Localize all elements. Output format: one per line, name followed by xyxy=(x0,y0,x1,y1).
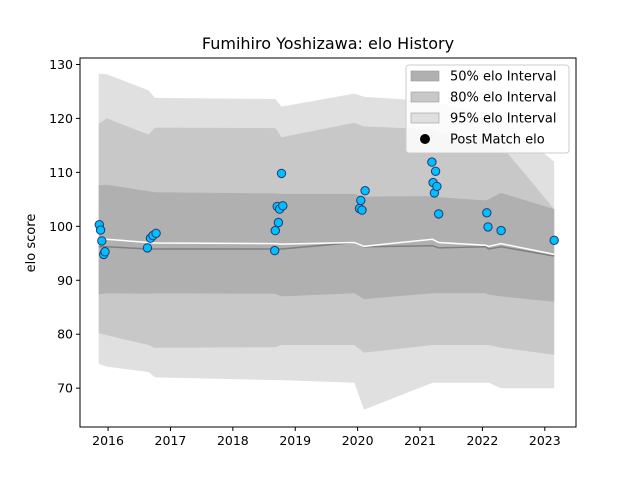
legend-swatch xyxy=(410,70,440,82)
post-match-elo-point xyxy=(482,208,492,218)
post-match-elo-point xyxy=(356,195,366,206)
y-tick-label: 90 xyxy=(57,273,73,288)
post-match-elo-point xyxy=(434,209,444,219)
legend-swatch xyxy=(410,91,440,103)
y-tick-label: 120 xyxy=(49,111,73,126)
post-match-elo-point xyxy=(549,235,559,246)
x-tick-label: 2017 xyxy=(155,433,187,448)
x-axis: 2016 2017 2018 2019 2020 2021 2022 2023 xyxy=(92,427,561,448)
y-axis-label: elo score xyxy=(24,214,39,273)
post-match-elo-point xyxy=(95,225,106,235)
plot-area xyxy=(94,73,559,410)
y-tick-label: 110 xyxy=(49,165,73,180)
post-match-elo-point xyxy=(360,186,370,196)
legend-label: 80% elo Interval xyxy=(450,91,557,106)
post-match-elo-point xyxy=(432,181,442,192)
x-tick-label: 2021 xyxy=(404,433,436,448)
post-match-elo-point xyxy=(496,225,506,236)
legend-label: 95% elo Interval xyxy=(450,112,557,127)
post-match-elo-point xyxy=(483,222,493,232)
post-match-elo-point xyxy=(430,166,441,177)
post-match-elo-point xyxy=(270,245,280,256)
x-tick-label: 2023 xyxy=(529,433,561,448)
post-match-elo-point xyxy=(276,168,287,179)
post-match-elo-point xyxy=(273,217,284,228)
post-match-elo-point xyxy=(357,205,367,215)
post-match-elo-point xyxy=(97,236,107,246)
x-tick-label: 2016 xyxy=(92,433,124,448)
y-tick-label: 130 xyxy=(49,57,73,72)
y-tick-label: 70 xyxy=(57,381,73,396)
x-tick-label: 2019 xyxy=(279,433,311,448)
legend-swatch xyxy=(410,112,440,124)
y-axis: 70 80 90 100 110 120 130 xyxy=(49,57,80,396)
post-match-elo-point xyxy=(270,225,280,236)
post-match-elo-point xyxy=(278,201,288,211)
legend-frame xyxy=(405,64,570,154)
x-tick-label: 2020 xyxy=(342,433,374,448)
post-match-elo-point xyxy=(142,243,153,253)
x-tick-label: 2018 xyxy=(217,433,249,448)
post-match-elo-point xyxy=(100,247,110,257)
legend-marker xyxy=(420,134,430,144)
x-tick-label: 2022 xyxy=(467,433,499,448)
post-match-elo-point xyxy=(427,157,437,167)
axes-frame xyxy=(79,57,577,428)
y-tick-label: 80 xyxy=(57,327,73,342)
y-tick-label: 100 xyxy=(49,219,73,234)
post-match-elo-point xyxy=(151,228,161,239)
legend-label: 50% elo Interval xyxy=(450,70,557,85)
chart-title: Fumihiro Yoshizawa: elo History xyxy=(202,34,454,53)
legend-label: Post Match elo xyxy=(450,133,545,148)
legend: 50% elo Interval 80% elo Interval 95% elo … xyxy=(405,64,570,154)
